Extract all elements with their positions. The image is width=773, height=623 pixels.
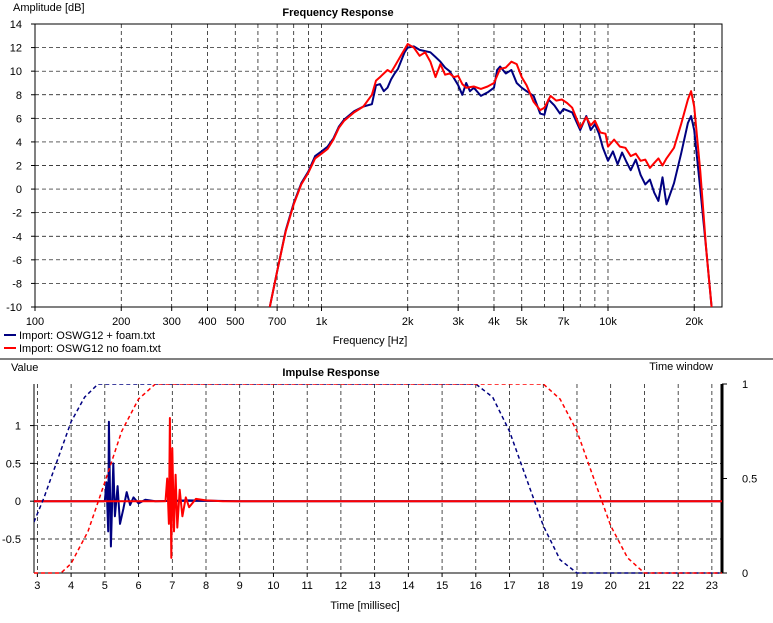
ir-y2-tick-label: 0: [742, 568, 748, 580]
fr-x-tick-label: 400: [198, 316, 216, 328]
ir-x-tick-label: 19: [571, 580, 583, 592]
ir-x-tick-label: 18: [537, 580, 549, 592]
fr-legend-label: Import: OSWG12 no foam.txt: [19, 343, 161, 355]
fr-y-tick-label: 4: [16, 137, 22, 149]
fr-x-tick-label: 200: [112, 316, 130, 328]
ir-y-tick-label: 0.5: [6, 458, 21, 470]
fr-x-tick-label: 5k: [516, 316, 528, 328]
ir-x-axis-label: Time [millisec]: [330, 600, 399, 612]
ir-x-tick-label: 3: [34, 580, 40, 592]
fr-y-tick-label: -4: [12, 231, 22, 243]
ir-y-tick-label: 1: [15, 421, 21, 433]
ir-x-tick-label: 9: [237, 580, 243, 592]
fr-x-tick-label: 500: [226, 316, 244, 328]
ir-x-tick-label: 11: [301, 580, 312, 592]
ir-x-tick-label: 14: [402, 580, 414, 592]
ir-window-line-4: [34, 384, 722, 574]
fr-x-tick-label: 1k: [316, 316, 328, 328]
fr-x-axis-label: Frequency [Hz]: [333, 335, 408, 347]
fr-y-tick-label: 6: [16, 113, 22, 125]
fr-y-tick-label: -6: [12, 255, 22, 267]
ir-x-tick-label: 17: [503, 580, 515, 592]
fr-title: Frequency Response: [282, 7, 393, 19]
fr-series-line-2: [268, 43, 713, 307]
fr-x-tick-label: 700: [268, 316, 286, 328]
fr-y-tick-label: -2: [12, 208, 22, 220]
fr-y-tick-label: -10: [6, 302, 22, 314]
ir-x-tick-label: 6: [135, 580, 141, 592]
fr-x-tick-label: 300: [163, 316, 181, 328]
ir-y-axis-label: Value: [11, 362, 38, 374]
fr-x-tick-label: 4k: [488, 316, 500, 328]
fr-y-tick-label: 10: [10, 66, 22, 78]
ir-y2-tick-label: 0.5: [742, 474, 757, 486]
fr-y-axis-label: Amplitude [dB]: [13, 2, 85, 14]
ir-x-tick-label: 23: [706, 580, 718, 592]
ir-plot-area: [34, 384, 722, 573]
ir-x-tick-label: 21: [638, 580, 650, 592]
ir-x-tick-label: 7: [169, 580, 175, 592]
fr-series-line-1: [268, 45, 713, 307]
ir-impulse-line-2: [34, 417, 722, 559]
ir-x-tick-label: 12: [335, 580, 347, 592]
fr-y-tick-label: 14: [10, 19, 22, 31]
ir-x-tick-label: 22: [672, 580, 684, 592]
ir-y2-axis-label: Time window: [649, 361, 713, 373]
ir-x-tick-label: 13: [369, 580, 381, 592]
fr-y-tick-label: -8: [12, 278, 22, 290]
ir-y-tick-label: 0: [15, 496, 21, 508]
fr-y-tick-label: 12: [10, 43, 22, 55]
ir-window-line-3: [34, 384, 722, 574]
fr-y-tick-label: 8: [16, 90, 22, 102]
ir-x-tick-label: 16: [470, 580, 482, 592]
ir-x-tick-label: 20: [605, 580, 617, 592]
fr-x-tick-label: 10k: [599, 316, 617, 328]
ir-x-tick-label: 15: [436, 580, 448, 592]
ir-x-tick-label: 10: [267, 580, 279, 592]
fr-y-tick-label: 0: [16, 184, 22, 196]
ir-x-tick-label: 8: [203, 580, 209, 592]
fr-x-tick-label: 7k: [558, 316, 570, 328]
fr-legend-label: Import: OSWG12 + foam.txt: [19, 330, 155, 342]
ir-y2-tick-label: 1: [742, 379, 748, 391]
ir-x-tick-label: 5: [102, 580, 108, 592]
ir-title: Impulse Response: [282, 367, 379, 379]
fr-x-tick-label: 3k: [452, 316, 464, 328]
fr-x-tick-label: 100: [26, 316, 44, 328]
fr-x-tick-label: 20k: [685, 316, 703, 328]
ir-x-tick-label: 4: [68, 580, 74, 592]
fr-y-tick-label: 2: [16, 161, 22, 173]
fr-x-tick-label: 2k: [402, 316, 414, 328]
ir-y-tick-label: -0.5: [2, 534, 21, 546]
